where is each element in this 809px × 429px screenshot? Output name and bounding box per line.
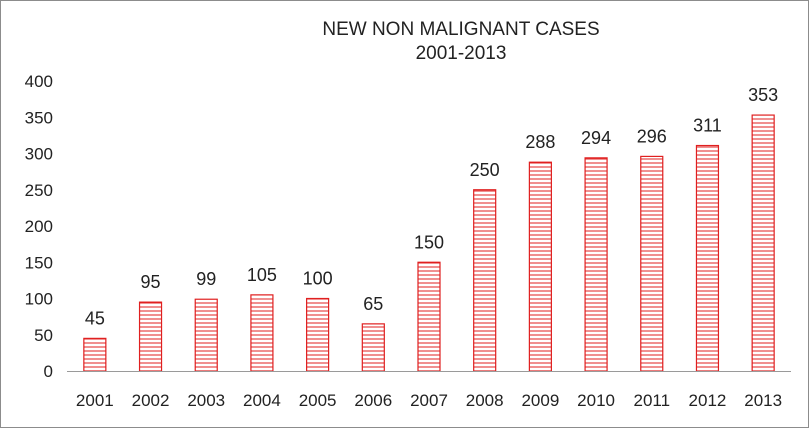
y-tick-label: 100: [25, 290, 53, 309]
data-label: 65: [363, 294, 383, 314]
x-tick-label: 2002: [132, 391, 170, 410]
y-tick-label: 350: [25, 108, 53, 127]
x-tick-label: 2003: [187, 391, 225, 410]
x-tick-label: 2007: [410, 391, 448, 410]
x-tick-label: 2006: [354, 391, 392, 410]
y-tick-label: 200: [25, 217, 53, 236]
data-label: 288: [525, 132, 555, 152]
x-tick-label: 2001: [76, 391, 114, 410]
data-label: 311: [693, 116, 722, 136]
y-axis: 0 50 100 150 200 250 300 350 400: [25, 72, 53, 381]
data-label: 250: [470, 160, 500, 180]
bar-2010: [584, 157, 608, 372]
data-label: 294: [581, 128, 611, 148]
bar-2009: [528, 161, 552, 372]
bar-2013: [751, 114, 775, 372]
data-label: 296: [637, 126, 667, 146]
y-tick-label: 50: [34, 326, 53, 345]
bar-2012: [695, 144, 720, 372]
bar-2001: [83, 337, 107, 372]
x-tick-label: 2004: [243, 391, 281, 410]
y-tick-label: 300: [25, 145, 53, 164]
data-label: 99: [196, 269, 216, 289]
bar-2004: [250, 294, 274, 372]
data-label: 95: [141, 272, 161, 292]
bar-2006: [361, 323, 385, 372]
data-label: 150: [414, 232, 444, 252]
data-label: 105: [247, 265, 277, 285]
data-label: 100: [303, 269, 333, 289]
x-tick-label: 2013: [744, 391, 782, 410]
y-tick-label: 250: [25, 181, 53, 200]
data-label: 45: [85, 308, 105, 328]
x-tick-label: 2008: [466, 391, 504, 410]
bar-2007: [417, 261, 441, 372]
bar-2003: [194, 298, 218, 372]
y-tick-label: 0: [44, 362, 53, 381]
bar-2008: [473, 189, 497, 372]
x-tick-label: 2012: [689, 391, 727, 410]
bar-2005: [306, 297, 330, 372]
data-label: 353: [748, 85, 778, 105]
x-tick-label: 2011: [633, 391, 670, 410]
y-tick-label: 150: [25, 253, 53, 272]
x-axis: 2001 2002 2003 2004 2005 2006 2007 2008 2009 2010…: [67, 371, 791, 410]
x-tick-label: 2009: [521, 391, 559, 410]
bars: 45 95 99 105 100 65 150 250 288 294 296 311 353: [83, 85, 778, 372]
chart-subtitle: 2001-2013: [416, 43, 507, 64]
bar-2002: [138, 301, 163, 372]
chart-title: NEW NON MALIGNANT CASES: [322, 19, 599, 40]
bar-2011: [640, 155, 664, 372]
y-tick-label: 400: [25, 72, 53, 91]
x-tick-label: 2010: [577, 391, 615, 410]
x-tick-label: 2005: [299, 391, 337, 410]
